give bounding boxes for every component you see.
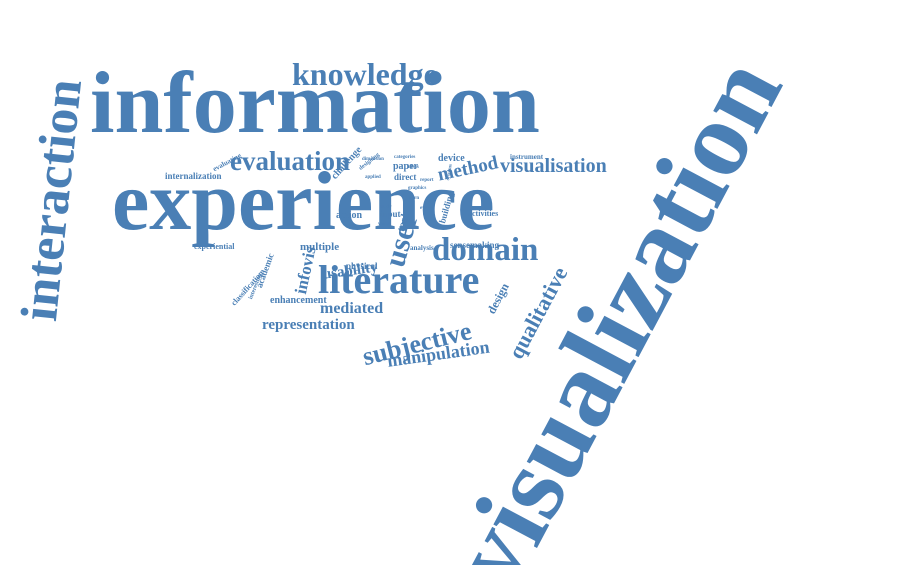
- word-paper: paper: [393, 161, 418, 172]
- word-experiential: experiential: [194, 242, 235, 251]
- word-enhancement: enhancement: [270, 295, 327, 306]
- word-interaction: interaction: [11, 76, 94, 324]
- word-visualisation: visualisation: [500, 155, 607, 177]
- word-design: design: [484, 280, 512, 317]
- word-report: report: [420, 178, 434, 183]
- word-evaluation: evaluation: [230, 146, 351, 176]
- word-literature: literature: [318, 257, 480, 302]
- word-events: events: [420, 206, 434, 211]
- word-action: action: [336, 210, 363, 221]
- word-categories: categories: [394, 155, 416, 160]
- word-instrument: instrument: [510, 153, 544, 161]
- word-study: study: [380, 205, 392, 210]
- word-learn: learn: [408, 196, 420, 201]
- word-device: device: [438, 153, 465, 164]
- word-analysis: analysis: [410, 244, 434, 252]
- word-visual: visual: [378, 222, 391, 227]
- word-graphics: graphics: [408, 186, 427, 191]
- word-internalization: internalization: [165, 171, 222, 181]
- word-knowledge: knowledge: [292, 56, 438, 92]
- word-representation: representation: [262, 317, 355, 333]
- word-activities: activities: [468, 209, 499, 218]
- word-direct: direct: [394, 172, 417, 182]
- word-multiple: multiple: [300, 241, 340, 253]
- word-ideas: ideas: [408, 165, 419, 170]
- word-experience: experience: [112, 155, 495, 248]
- word-domain: domain: [432, 232, 539, 268]
- word-dimension: dimension: [362, 157, 384, 162]
- word-applied: applied: [365, 175, 381, 180]
- word-information: information: [90, 55, 540, 152]
- word-sensemaking: sensemaking: [450, 240, 500, 250]
- word-physical: physical: [346, 261, 378, 271]
- word-input: input: [380, 209, 401, 219]
- word-mediated: mediated: [320, 300, 384, 317]
